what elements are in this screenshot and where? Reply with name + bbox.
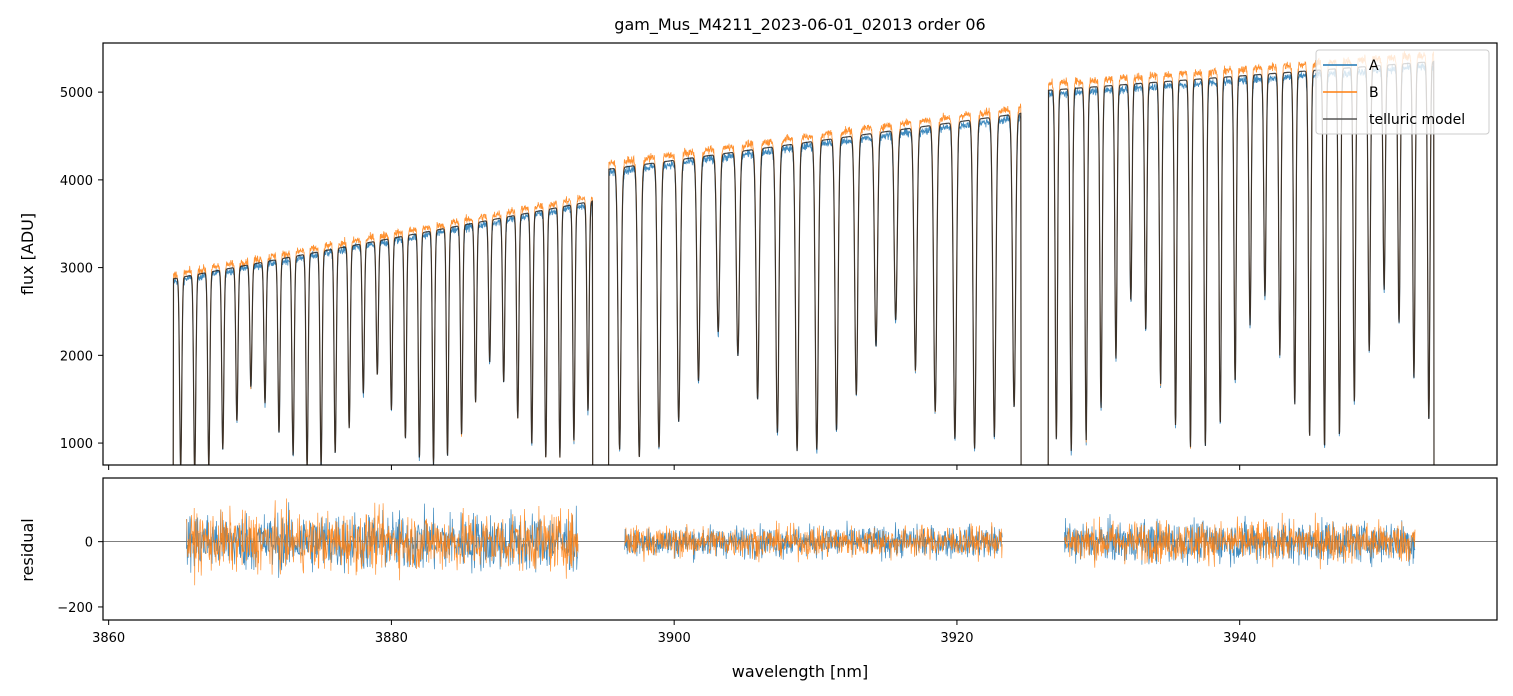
legend: A B telluric model — [1315, 49, 1490, 135]
legend-box — [1315, 49, 1490, 135]
spectrum-axis-ticks: 1000 2000 3000 4000 5000 — [60, 86, 1241, 470]
telluric-model-segment-1 — [172, 200, 594, 465]
x-tick-label: 3880 — [375, 631, 408, 646]
x-tick-label: 3920 — [940, 631, 973, 646]
spectrum-panel: 1000 2000 3000 4000 5000 flux [ADU] A B tell… — [18, 42, 1498, 470]
spectrum-y-tick-label: 3000 — [60, 262, 93, 277]
residual-y-tick-label: −200 — [57, 601, 93, 616]
residual-y-axis-label: residual — [18, 518, 37, 581]
residual-a-segment-3 — [1064, 514, 1416, 568]
residual-y-tick-label: 0 — [85, 536, 93, 551]
residual-axes-frame — [102, 477, 1498, 621]
chart-title: gam_Mus_M4211_2023-06-01_02013 order 06 — [614, 15, 985, 35]
legend-label-telluric-model: telluric model — [1369, 112, 1465, 128]
residual-panel: −200 0 3860 3880 3900 3920 3940 residual wavel… — [18, 477, 1498, 681]
residual-b-segment-2 — [624, 520, 1003, 563]
spectrum-y-tick-label: 5000 — [60, 86, 93, 101]
telluric-model-segment-3 — [1047, 60, 1435, 465]
legend-label-b: B — [1369, 85, 1379, 101]
spectrum-plot-area — [172, 51, 1435, 465]
spectrum-y-tick-label: 1000 — [60, 437, 93, 452]
series-a-spectrum-segment-1 — [172, 202, 594, 465]
x-tick-label: 3860 — [92, 631, 125, 646]
x-axis-label: wavelength [nm] — [732, 662, 869, 681]
spectrum-y-tick-label: 2000 — [60, 349, 93, 364]
spectrum-y-axis-label: flux [ADU] — [18, 213, 37, 295]
legend-label-a: A — [1369, 58, 1379, 74]
series-b-spectrum-segment-1 — [172, 194, 594, 465]
residual-axis-ticks: −200 0 3860 3880 3900 3920 3940 — [57, 536, 1256, 646]
x-tick-label: 3940 — [1223, 631, 1256, 646]
residual-b-segment-1 — [186, 498, 579, 586]
x-tick-label: 3900 — [658, 631, 691, 646]
residual-b-segment-3 — [1064, 512, 1416, 570]
spectrum-y-tick-label: 4000 — [60, 174, 93, 189]
residual-plot-area — [103, 498, 1497, 586]
spectrum-axes-frame — [102, 42, 1498, 466]
telluric-model-segment-2 — [608, 112, 1022, 465]
